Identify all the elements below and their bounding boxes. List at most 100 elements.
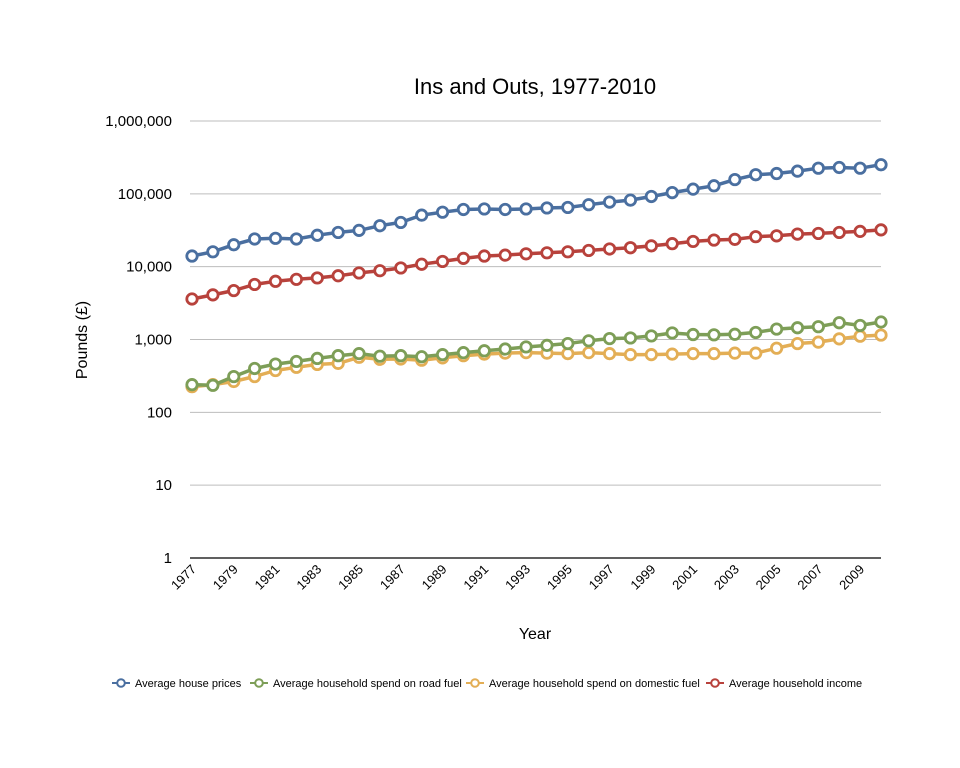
data-point (185, 292, 199, 306)
data-point (770, 322, 784, 336)
data-point (623, 348, 638, 362)
data-point (707, 347, 721, 361)
data-point (644, 239, 658, 253)
series-average-household-income (185, 223, 888, 306)
data-point (561, 245, 575, 259)
data-point (540, 338, 554, 352)
legend-label: Average household income (729, 678, 862, 690)
legend-item: Average household spend on domestic fuel (466, 678, 700, 690)
data-point (874, 223, 888, 237)
data-point (790, 164, 805, 178)
legend-marker (470, 678, 480, 688)
data-point (519, 247, 533, 261)
legend: Average house prices Average household sp… (112, 678, 862, 690)
data-point (289, 232, 303, 246)
data-point (206, 245, 220, 259)
legend-item: Average house prices (112, 678, 242, 690)
x-tick-label: 2007 (794, 562, 825, 593)
data-point (790, 321, 805, 335)
data-point (227, 238, 241, 252)
data-point (394, 349, 408, 363)
data-point (665, 347, 679, 361)
data-point (582, 334, 596, 348)
data-point (456, 251, 471, 265)
data-point (352, 223, 366, 237)
data-point (268, 357, 283, 371)
data-point (498, 202, 512, 217)
data-point (352, 266, 366, 280)
y-axis-title: Pounds (£) (74, 301, 91, 379)
data-point (644, 348, 658, 362)
data-point (248, 277, 262, 292)
data-point (602, 347, 617, 361)
data-point (665, 326, 679, 340)
x-tick-label: 1983 (293, 562, 324, 593)
y-tick-label: 10 (155, 477, 172, 494)
x-tick-label: 1987 (377, 562, 408, 593)
data-point (373, 219, 387, 233)
data-point (770, 341, 784, 355)
data-point (394, 261, 408, 275)
data-point (540, 201, 554, 215)
x-tick-label: 2001 (669, 562, 700, 593)
data-point (310, 271, 324, 285)
y-axis-ticks: 1 10 100 1,000 10,000 100,000 1,000,000 (105, 113, 172, 567)
data-point (331, 269, 345, 283)
data-point (707, 179, 721, 193)
data-point (749, 325, 763, 340)
x-tick-label: 1999 (627, 562, 658, 593)
chart-title: Ins and Outs, 1977-2010 (414, 74, 656, 99)
data-point (811, 320, 825, 334)
data-point (310, 351, 324, 366)
x-tick-label: 1977 (168, 562, 199, 593)
x-tick-label: 1989 (419, 562, 450, 593)
legend-marker (254, 678, 264, 688)
data-point (749, 168, 763, 182)
gridlines (190, 120, 881, 559)
data-point (477, 249, 491, 263)
data-point (477, 344, 491, 358)
data-point (623, 193, 638, 207)
data-point (832, 316, 846, 330)
data-point (832, 225, 846, 240)
x-axis-ticks: 1977 1979 1981 1983 1985 1987 1989 1991 1993 1995… (168, 562, 867, 593)
data-point (352, 347, 366, 361)
data-point (582, 243, 596, 258)
legend-marker (116, 678, 126, 688)
data-point (707, 328, 721, 342)
x-tick-label: 1997 (586, 562, 617, 593)
data-point (394, 215, 408, 230)
data-point (770, 166, 784, 181)
y-tick-label: 100,000 (118, 186, 172, 203)
data-point (853, 161, 867, 175)
data-point (415, 257, 429, 271)
data-point (707, 233, 721, 247)
series-average-house-prices (185, 158, 888, 263)
y-tick-label: 1 (164, 550, 172, 567)
series-line (191, 228, 882, 301)
series-line (191, 320, 882, 388)
data-point (728, 327, 742, 341)
data-point (602, 242, 617, 256)
legend-label: Average household spend on domestic fuel (489, 678, 700, 690)
data-point (310, 228, 324, 242)
x-tick-label: 1985 (335, 562, 366, 593)
x-tick-label: 1995 (544, 562, 575, 593)
legend-item: Average household income (706, 678, 862, 690)
data-point (206, 378, 220, 392)
x-tick-label: 2005 (753, 562, 784, 593)
x-tick-label: 1993 (502, 562, 533, 593)
data-point (665, 237, 679, 251)
data-point (561, 200, 575, 215)
data-point (435, 348, 450, 362)
data-point (770, 229, 784, 243)
data-point (665, 185, 679, 200)
data-point (373, 264, 387, 278)
data-point (289, 354, 303, 369)
data-point (874, 315, 888, 329)
data-point (415, 350, 429, 364)
data-point (456, 202, 471, 217)
data-point (268, 231, 283, 245)
data-point (749, 346, 763, 360)
data-point (790, 227, 805, 241)
